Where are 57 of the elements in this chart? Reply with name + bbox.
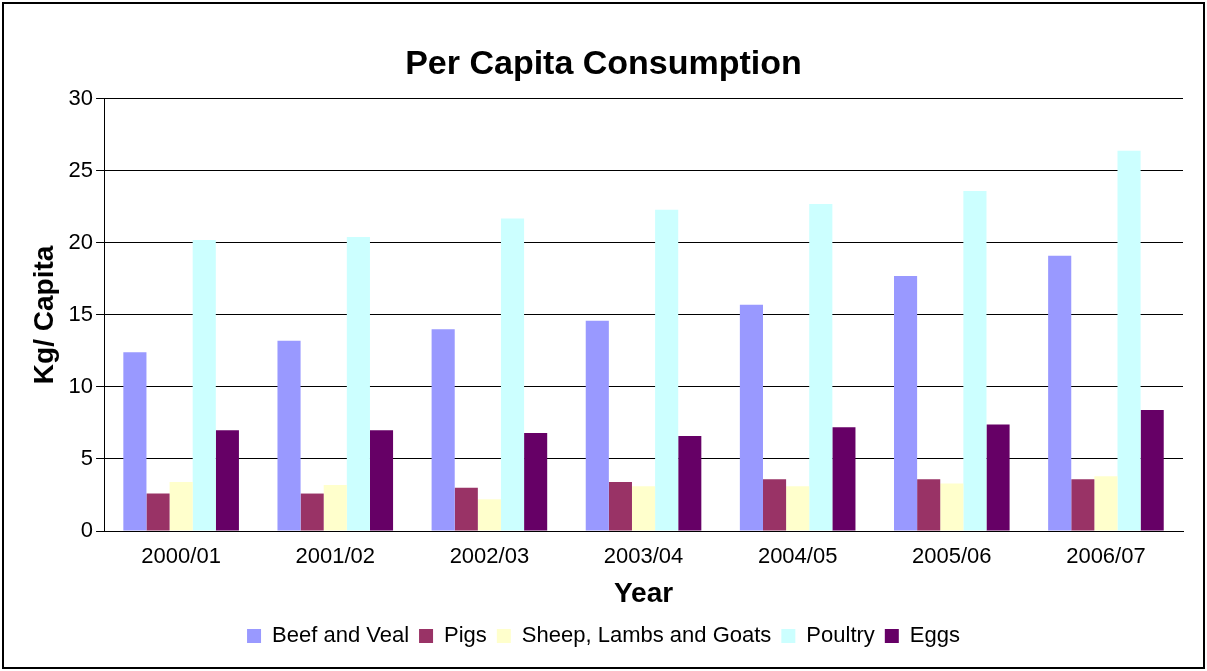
bar bbox=[215, 430, 239, 531]
bar bbox=[146, 493, 170, 531]
y-tick-label: 10 bbox=[68, 373, 94, 398]
bar bbox=[1071, 479, 1095, 531]
bar bbox=[986, 424, 1010, 531]
legend-label: Poultry bbox=[806, 622, 875, 648]
x-tick-label: 2001/02 bbox=[295, 543, 376, 569]
x-tick-label: 2005/06 bbox=[912, 543, 992, 569]
bar bbox=[678, 435, 702, 531]
bar bbox=[940, 483, 964, 531]
bar bbox=[123, 352, 147, 531]
legend-label: Beef and Veal bbox=[272, 622, 410, 648]
bar bbox=[477, 499, 501, 531]
bar bbox=[762, 479, 787, 531]
bar bbox=[1140, 409, 1164, 531]
x-tick-label: 2003/04 bbox=[603, 543, 684, 569]
bar bbox=[917, 479, 941, 531]
bar bbox=[169, 482, 193, 531]
x-tick-label: 2000/01 bbox=[141, 543, 221, 569]
bar bbox=[832, 427, 856, 531]
bar bbox=[631, 486, 656, 531]
bar bbox=[192, 239, 216, 531]
bar bbox=[323, 484, 347, 531]
x-tick-label: 2002/03 bbox=[449, 543, 530, 569]
x-axis-title: Year bbox=[613, 576, 674, 608]
bar bbox=[608, 482, 632, 531]
bar bbox=[1094, 476, 1118, 531]
y-tick-label: 30 bbox=[68, 84, 94, 110]
chart-title: Per Capita Consumption bbox=[405, 42, 802, 81]
bar bbox=[655, 209, 679, 531]
legend-label: Pigs bbox=[444, 622, 487, 648]
y-tick-label: 0 bbox=[80, 517, 94, 543]
x-tick-label: 2004/05 bbox=[757, 543, 838, 569]
bar bbox=[739, 304, 763, 531]
bar bbox=[454, 487, 478, 531]
bar bbox=[431, 329, 455, 531]
bar bbox=[963, 191, 987, 531]
bar bbox=[809, 203, 833, 531]
bar bbox=[277, 340, 301, 531]
y-axis-title: Kg/ Capita bbox=[27, 245, 59, 385]
bar bbox=[346, 237, 370, 531]
bar bbox=[894, 276, 918, 531]
bar bbox=[585, 320, 609, 531]
bar bbox=[1048, 255, 1072, 531]
y-tick-label: 20 bbox=[68, 228, 94, 254]
legend-label: Sheep, Lambs and Goats bbox=[521, 622, 772, 648]
bar bbox=[300, 493, 324, 531]
y-tick-label: 5 bbox=[80, 445, 94, 471]
bar bbox=[369, 430, 394, 531]
bar bbox=[524, 433, 548, 531]
bar bbox=[500, 218, 525, 531]
legend-label: Eggs bbox=[909, 622, 960, 648]
y-tick-label: 25 bbox=[68, 156, 94, 182]
bar bbox=[786, 486, 810, 531]
y-tick-label: 15 bbox=[68, 300, 94, 326]
bar bbox=[1117, 150, 1141, 531]
x-tick-label: 2006/07 bbox=[1066, 543, 1146, 569]
